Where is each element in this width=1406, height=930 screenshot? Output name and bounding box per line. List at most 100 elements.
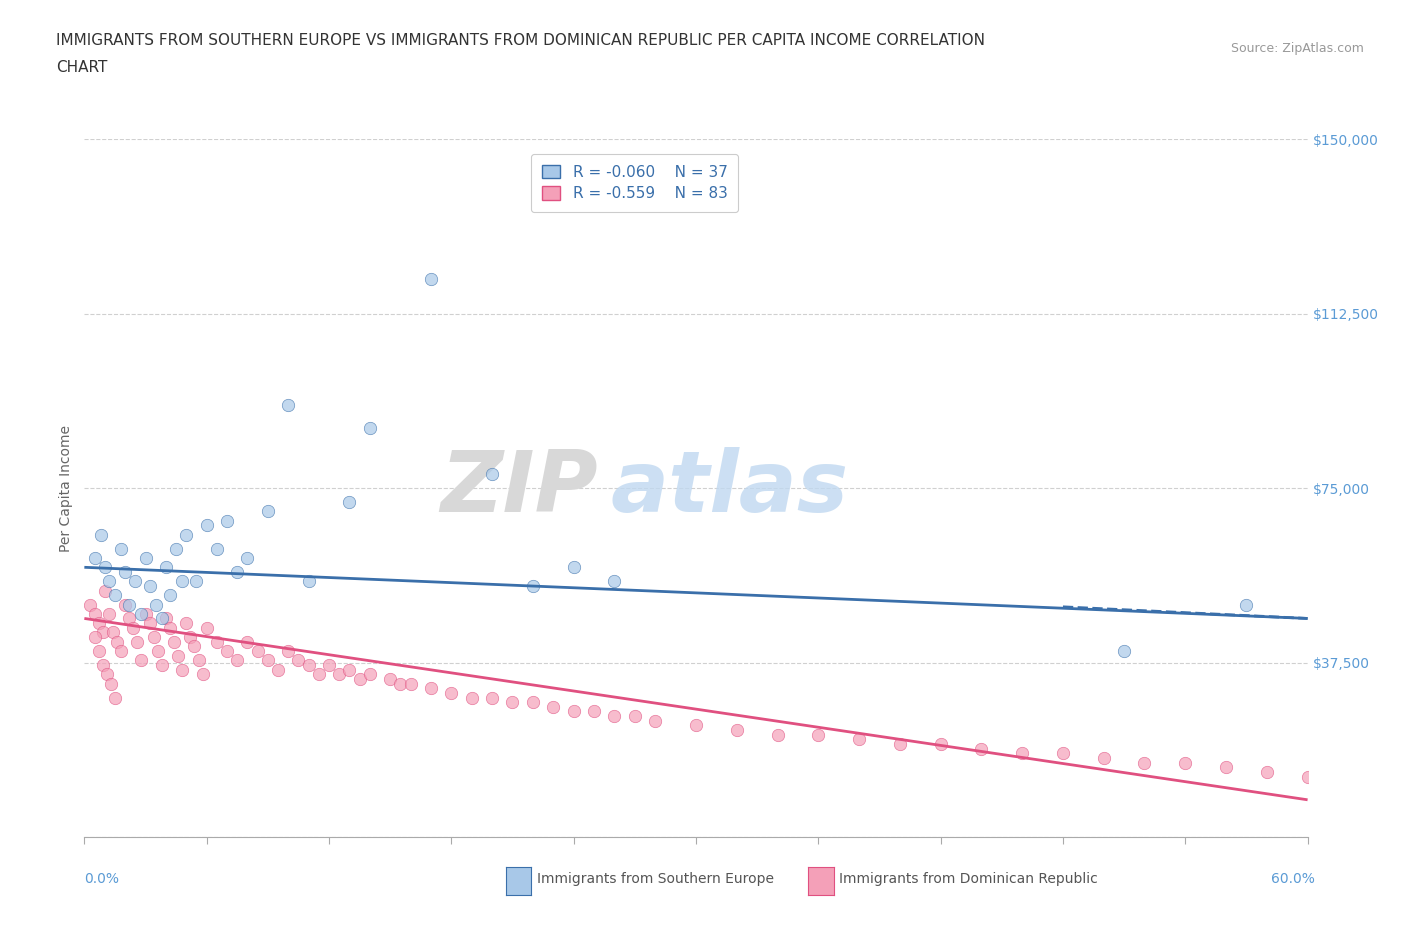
Point xyxy=(359,420,381,435)
Point xyxy=(110,644,132,658)
Point xyxy=(118,597,141,612)
Point xyxy=(165,541,187,556)
Point xyxy=(101,625,124,640)
Point xyxy=(217,513,239,528)
Point xyxy=(97,574,120,589)
Point xyxy=(725,723,748,737)
Point xyxy=(174,616,197,631)
Point xyxy=(217,644,239,658)
Point xyxy=(267,662,290,677)
Point xyxy=(807,727,830,742)
Text: Immigrants from Southern Europe: Immigrants from Southern Europe xyxy=(537,871,775,886)
Point xyxy=(142,630,165,644)
Point xyxy=(226,653,249,668)
Point xyxy=(461,690,484,705)
Point xyxy=(1092,751,1115,765)
Point xyxy=(543,699,565,714)
Point xyxy=(644,713,666,728)
Point xyxy=(104,690,127,705)
Point xyxy=(603,709,626,724)
Point xyxy=(179,630,201,644)
Point xyxy=(287,653,309,668)
Point xyxy=(186,574,208,589)
Point xyxy=(150,658,173,672)
Point xyxy=(205,541,228,556)
Point xyxy=(93,560,115,575)
Point xyxy=(172,574,194,589)
Point xyxy=(889,737,911,751)
Point xyxy=(1133,755,1156,770)
Point xyxy=(970,741,993,756)
Point xyxy=(349,671,371,686)
Text: atlas: atlas xyxy=(610,446,848,530)
Point xyxy=(127,634,149,649)
Point xyxy=(929,737,952,751)
Point xyxy=(104,588,127,603)
Point xyxy=(328,667,350,682)
Point xyxy=(1234,597,1257,612)
Point xyxy=(318,658,340,672)
Point xyxy=(114,565,136,579)
Point xyxy=(114,597,136,612)
Point xyxy=(420,681,443,696)
Point xyxy=(79,597,101,612)
Point xyxy=(766,727,789,742)
Point xyxy=(246,644,269,658)
Point xyxy=(685,718,707,733)
Point xyxy=(603,574,626,589)
Point xyxy=(187,653,209,668)
Point xyxy=(167,648,190,663)
Point xyxy=(440,685,463,700)
Point xyxy=(205,634,228,649)
Point xyxy=(1052,746,1074,761)
Point xyxy=(562,560,585,575)
Point xyxy=(163,634,186,649)
Point xyxy=(195,620,218,635)
Point xyxy=(105,634,128,649)
Point xyxy=(135,551,157,565)
Point xyxy=(97,606,120,621)
Point xyxy=(481,690,503,705)
Point xyxy=(562,704,585,719)
Point xyxy=(359,667,381,682)
Point xyxy=(481,467,503,482)
Text: CHART: CHART xyxy=(56,60,108,75)
Point xyxy=(308,667,330,682)
Point xyxy=(155,560,177,575)
Point xyxy=(83,630,105,644)
Point xyxy=(298,574,321,589)
Legend: R = -0.060    N = 37, R = -0.559    N = 83: R = -0.060 N = 37, R = -0.559 N = 83 xyxy=(531,154,738,212)
Point xyxy=(90,527,112,542)
Point xyxy=(83,606,105,621)
Point xyxy=(191,667,214,682)
Point xyxy=(380,671,402,686)
Point xyxy=(124,574,146,589)
Point xyxy=(1256,764,1278,779)
Point xyxy=(522,578,544,593)
Point xyxy=(277,644,299,658)
Point xyxy=(1011,746,1033,761)
Point xyxy=(135,606,157,621)
Point xyxy=(257,653,280,668)
Point xyxy=(83,551,105,565)
Point xyxy=(522,695,544,710)
Point xyxy=(501,695,523,710)
Point xyxy=(159,620,181,635)
Point xyxy=(1174,755,1197,770)
Point xyxy=(1296,769,1319,784)
Text: 60.0%: 60.0% xyxy=(1271,871,1315,886)
Point xyxy=(339,495,360,510)
Text: Immigrants from Dominican Republic: Immigrants from Dominican Republic xyxy=(839,871,1098,886)
Text: IMMIGRANTS FROM SOUTHERN EUROPE VS IMMIGRANTS FROM DOMINICAN REPUBLIC PER CAPITA: IMMIGRANTS FROM SOUTHERN EUROPE VS IMMIG… xyxy=(56,33,986,47)
Point xyxy=(236,551,259,565)
Point xyxy=(1215,760,1237,775)
Point xyxy=(159,588,181,603)
Point xyxy=(848,732,870,747)
Point xyxy=(110,541,132,556)
Point xyxy=(131,653,153,668)
Point xyxy=(100,676,122,691)
Point xyxy=(257,504,280,519)
Point xyxy=(236,634,259,649)
Point xyxy=(174,527,197,542)
Text: Source: ZipAtlas.com: Source: ZipAtlas.com xyxy=(1230,42,1364,55)
